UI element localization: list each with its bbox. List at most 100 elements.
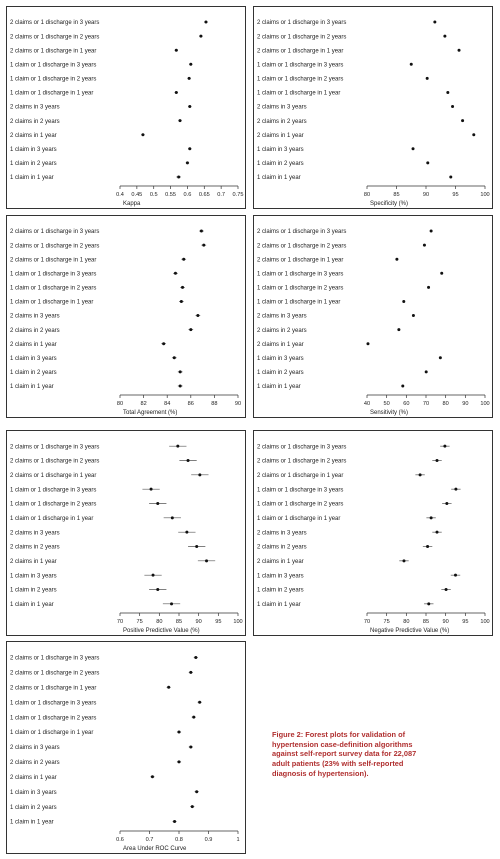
estimate-point: [195, 545, 199, 548]
estimate-point: [189, 328, 193, 332]
estimate-point: [461, 119, 465, 123]
x-tick-label: 80: [117, 401, 123, 407]
category-label: 2 claims in 2 years: [10, 760, 60, 766]
x-axis-title: Area Under ROC Curve: [123, 846, 187, 852]
category-label: 2 claims in 1 year: [257, 133, 304, 139]
estimate-point: [418, 473, 422, 477]
category-label: 1 claim in 1 year: [10, 175, 54, 181]
estimate-point: [397, 328, 401, 332]
category-label: 2 claims or 1 discharge in 3 years: [10, 444, 99, 450]
estimate-point: [198, 700, 202, 704]
estimate-point: [194, 655, 198, 659]
category-label: 1 claim or 1 discharge in 1 year: [257, 300, 340, 306]
estimate-point: [429, 229, 433, 233]
kappa-panel: 2 claims or 1 discharge in 3 years 2 clai…: [6, 6, 246, 209]
estimate-point: [192, 715, 196, 719]
category-label: 2 claims in 2 years: [10, 328, 60, 334]
category-label: 1 claim in 2 years: [257, 161, 304, 167]
estimate-point: [182, 257, 186, 261]
estimate-point: [204, 20, 208, 24]
x-tick-label: 0.9: [205, 837, 213, 843]
category-label: 1 claim or 1 discharge in 2 years: [10, 502, 96, 508]
estimate-point: [185, 530, 189, 534]
category-label: 2 claims or 1 discharge in 2 years: [257, 243, 346, 249]
estimate-point: [409, 62, 413, 66]
estimate-point: [446, 90, 450, 94]
estimate-point: [177, 175, 181, 179]
x-tick-label: 80: [443, 401, 449, 407]
estimate-point: [426, 545, 430, 548]
x-tick-label: 90: [235, 401, 241, 407]
estimate-point: [189, 670, 193, 674]
x-tick-label: 86: [188, 401, 194, 407]
category-label: 1 claim or 1 discharge in 1 year: [257, 91, 340, 97]
category-label: 1 claim in 2 years: [10, 161, 57, 167]
estimate-point: [427, 602, 431, 606]
category-label: 1 claim or 1 discharge in 1 year: [10, 91, 93, 97]
estimate-point: [424, 370, 428, 374]
category-label: 2 claims or 1 discharge in 3 years: [10, 229, 99, 235]
x-tick-label: 90: [443, 619, 449, 625]
x-tick-label: 75: [137, 619, 143, 625]
category-label: 1 claim or 1 discharge in 2 years: [10, 715, 96, 721]
category-label: 1 claim in 1 year: [257, 384, 301, 390]
category-label: 1 claim in 1 year: [257, 602, 301, 608]
estimate-point: [170, 516, 174, 520]
npv-forest-plot: 2 claims or 1 discharge in 3 years 2 clai…: [257, 444, 490, 634]
x-axis-title: Positive Predictive Value (%): [123, 628, 200, 634]
estimate-point: [435, 459, 439, 462]
x-tick-label: 0.45: [131, 192, 142, 198]
estimate-point: [411, 314, 415, 318]
estimate-point: [427, 285, 431, 289]
category-label: 1 claim or 1 discharge in 2 years: [257, 77, 343, 83]
estimate-point: [151, 573, 155, 577]
estimate-point: [401, 384, 405, 388]
x-axis-title: Total Agreement (%): [123, 410, 177, 416]
estimate-point: [170, 602, 174, 606]
x-tick-label: 0.65: [199, 192, 210, 198]
x-tick-label: 0.5: [150, 192, 158, 198]
x-tick-label: 100: [480, 192, 489, 198]
specificity-panel: 2 claims or 1 discharge in 3 years 2 clai…: [253, 6, 493, 209]
x-tick-label: 95: [462, 619, 468, 625]
category-label: 1 claim or 1 discharge in 3 years: [257, 62, 343, 68]
auc-panel: 2 claims or 1 discharge in 3 years 2 clai…: [6, 641, 246, 854]
x-tick-label: 0.6: [116, 837, 124, 843]
estimate-point: [451, 105, 455, 109]
category-label: 1 claim or 1 discharge in 2 years: [10, 77, 96, 83]
x-tick-label: 90: [462, 401, 468, 407]
specificity-forest-plot: 2 claims or 1 discharge in 3 years 2 clai…: [257, 20, 490, 207]
estimate-point: [178, 370, 182, 374]
estimate-point: [426, 161, 430, 165]
x-tick-label: 70: [423, 401, 429, 407]
category-label: 2 claims or 1 discharge in 1 year: [10, 685, 96, 691]
estimate-point: [395, 257, 399, 261]
category-label: 1 claim in 1 year: [10, 820, 54, 826]
category-label: 2 claims in 2 years: [10, 545, 60, 551]
x-tick-label: 0.7: [217, 192, 225, 198]
x-tick-label: 50: [384, 401, 390, 407]
x-tick-label: 85: [423, 619, 429, 625]
x-tick-label: 95: [215, 619, 221, 625]
estimate-point: [438, 356, 442, 360]
x-tick-label: 80: [403, 619, 409, 625]
estimate-point: [454, 487, 458, 491]
category-label: 1 claim in 1 year: [10, 384, 54, 390]
estimate-point: [189, 62, 193, 66]
x-axis-title: Negative Predictive Value (%): [370, 628, 449, 634]
estimate-point: [174, 48, 178, 52]
sensitivity-panel: 2 claims or 1 discharge in 3 years 2 clai…: [253, 215, 493, 418]
estimate-point: [173, 820, 177, 824]
x-axis-title: Sensitivity (%): [370, 410, 408, 416]
category-label: 2 claims in 3 years: [257, 530, 307, 536]
category-label: 1 claim or 1 discharge in 1 year: [10, 516, 93, 522]
sensitivity-forest-plot: 2 claims or 1 discharge in 3 years 2 clai…: [257, 229, 490, 416]
x-tick-label: 90: [196, 619, 202, 625]
category-label: 1 claim in 1 year: [257, 175, 301, 181]
estimate-point: [205, 559, 209, 563]
category-label: 2 claims in 3 years: [257, 105, 307, 111]
category-label: 1 claim in 2 years: [257, 588, 304, 594]
estimate-point: [174, 90, 178, 94]
category-label: 2 claims or 1 discharge in 3 years: [257, 229, 346, 235]
category-label: 1 claim in 3 years: [10, 790, 57, 796]
